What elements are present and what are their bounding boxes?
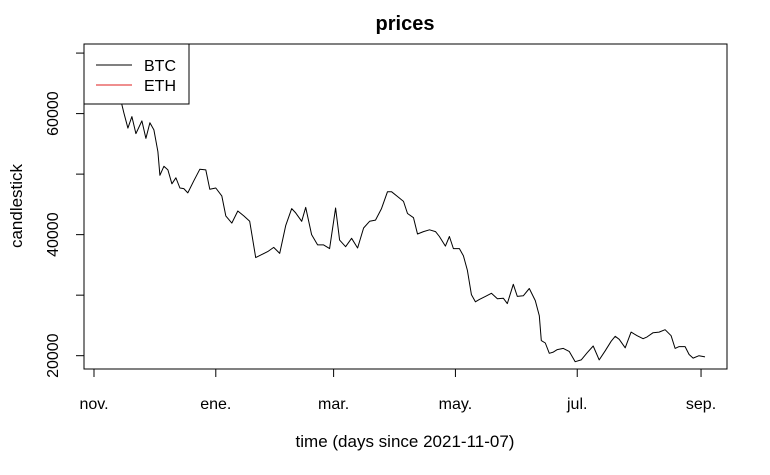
x-tick-label: ene.	[200, 396, 231, 413]
legend-label-eth: ETH	[144, 78, 176, 95]
y-axis: 20000 40000 60000	[45, 52, 85, 378]
series-line-btc	[105, 84, 706, 363]
x-axis-label: time (days since 2021-11-07)	[296, 432, 515, 451]
x-axis: nov. ene. mar. may. jul. sep.	[79, 368, 716, 413]
x-tick-label: may.	[439, 396, 472, 413]
y-axis-label: candlestick	[7, 163, 26, 248]
x-tick-label: mar.	[318, 396, 349, 413]
y-tick-label: 40000	[45, 212, 62, 257]
x-tick-label: sep.	[686, 396, 716, 413]
chart-title: prices	[376, 13, 435, 35]
legend: BTC ETH	[83, 43, 190, 105]
x-tick-label: nov.	[79, 396, 108, 413]
y-tick-label: 20000	[45, 333, 62, 378]
legend-box	[83, 43, 190, 105]
x-tick-label: jul.	[566, 396, 587, 413]
legend-label-btc: BTC	[144, 58, 176, 75]
series-layer	[105, 84, 706, 363]
y-tick-label: 60000	[45, 91, 62, 136]
